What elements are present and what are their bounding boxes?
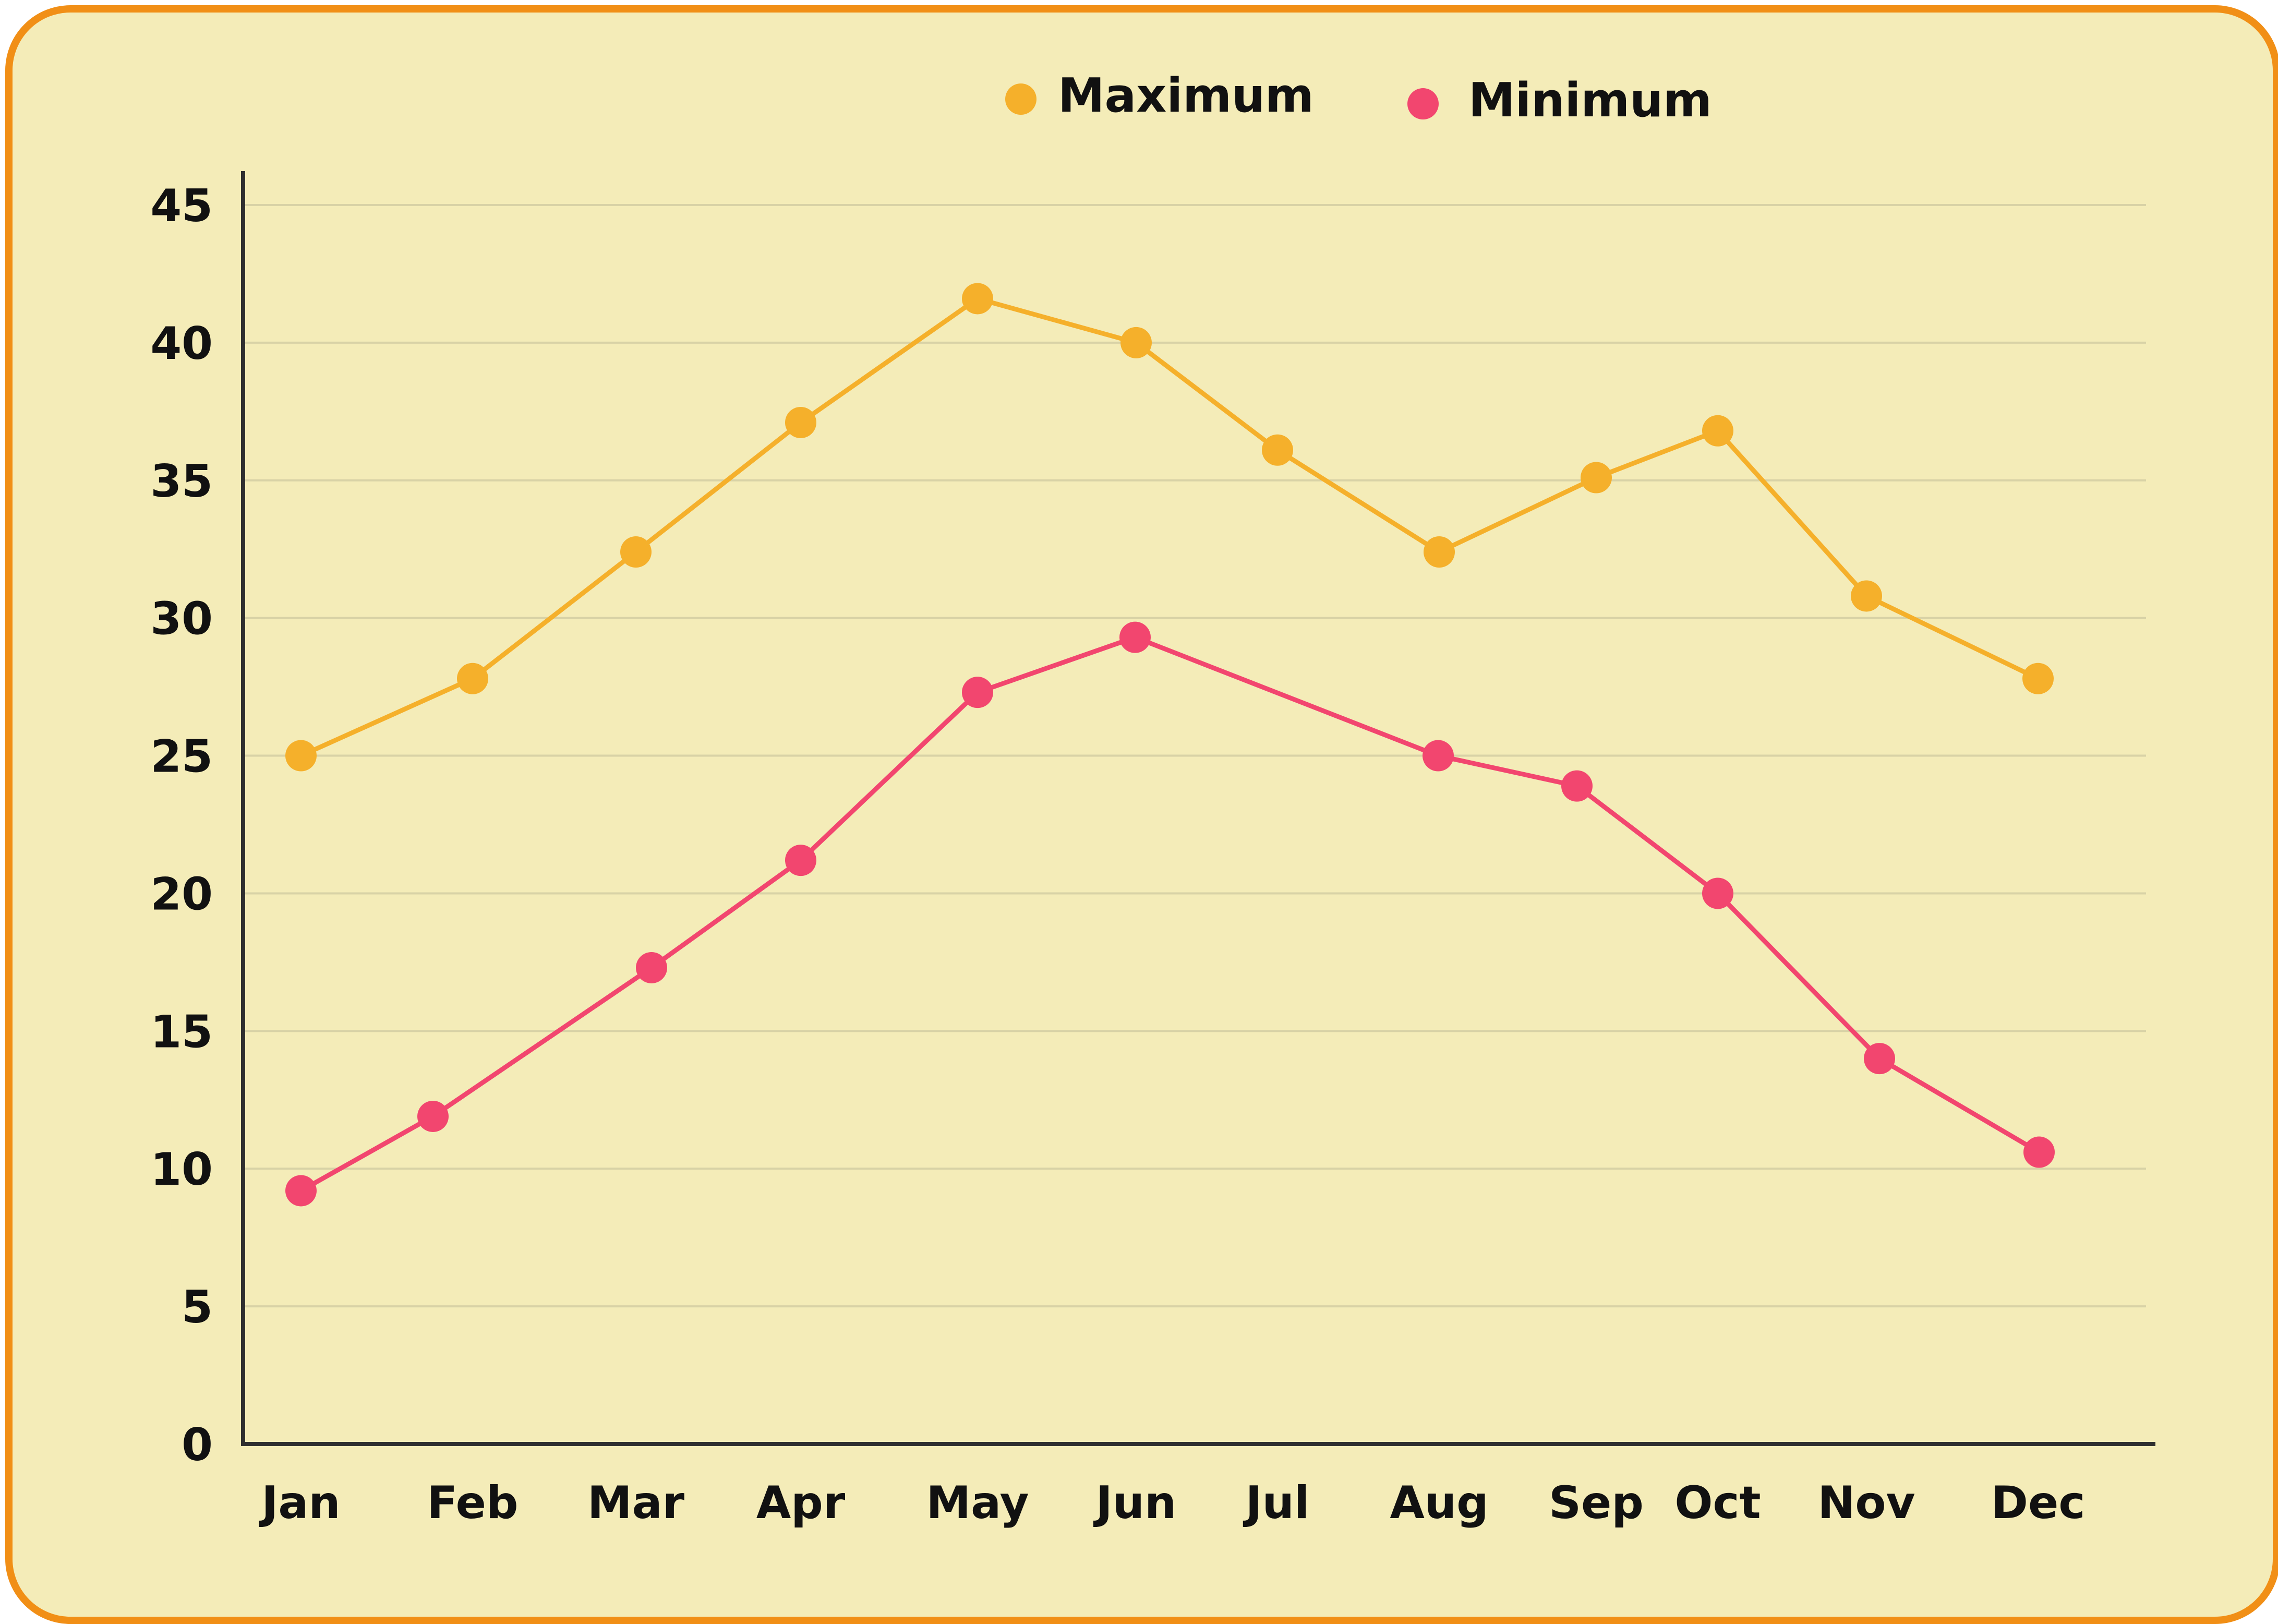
data-point-maximum: [962, 283, 993, 315]
y-tick-label: 35: [150, 455, 213, 508]
data-point-maximum: [285, 740, 317, 772]
data-point-maximum: [1851, 580, 1882, 612]
axes: [241, 171, 2155, 1446]
x-tick-label: Apr: [756, 1477, 846, 1529]
y-tick-label: 15: [150, 1006, 213, 1058]
legend-label-maximum: Maximum: [1058, 68, 1314, 123]
data-point-maximum: [2022, 663, 2054, 694]
data-point-maximum: [457, 663, 488, 694]
data-point-maximum: [1581, 462, 1612, 494]
x-tick-labels: Jan Feb Mar Apr May Jun Jul Aug Sep Oct Nov Dec: [259, 1477, 2085, 1529]
x-tick-label: Feb: [427, 1477, 518, 1529]
x-tick-label: Jan: [259, 1477, 340, 1529]
data-point-minimum: [785, 845, 816, 876]
data-series: [285, 283, 2055, 1207]
data-point-minimum: [2023, 1136, 2055, 1168]
data-point-minimum: [417, 1100, 449, 1132]
legend-marker-maximum: [1005, 83, 1036, 115]
series-line-maximum: [300, 296, 2039, 758]
y-tick-label: 25: [150, 731, 213, 783]
data-point-minimum: [285, 1175, 317, 1207]
x-tick-label: Sep: [1549, 1477, 1644, 1529]
gridlines: [243, 204, 2146, 1308]
data-point-minimum: [1864, 1043, 1895, 1075]
y-tick-label: 30: [150, 593, 213, 645]
x-tick-label: Jun: [1093, 1477, 1176, 1529]
data-point-minimum: [1423, 740, 1454, 772]
data-point-maximum: [1424, 536, 1455, 568]
x-tick-label: Dec: [1991, 1477, 2086, 1529]
x-tick-label: Nov: [1817, 1477, 1915, 1529]
y-tick-labels: 0 5 10 15 20 25 30 35 40 45: [150, 180, 213, 1471]
data-point-minimum: [1119, 621, 1151, 653]
y-tick-label: 10: [150, 1144, 213, 1196]
data-point-maximum: [620, 536, 652, 568]
data-point-minimum: [962, 677, 993, 708]
x-tick-label: May: [926, 1477, 1029, 1529]
y-tick-label: 20: [150, 868, 213, 920]
y-tick-label: 40: [150, 318, 213, 370]
data-point-minimum: [1561, 770, 1593, 802]
y-tick-label: 0: [182, 1419, 213, 1471]
data-point-minimum: [636, 952, 667, 983]
series-line-minimum: [299, 635, 2041, 1193]
legend-marker-minimum: [1407, 88, 1439, 119]
x-tick-label: Jul: [1243, 1477, 1310, 1529]
x-tick-label: Aug: [1390, 1477, 1488, 1529]
y-tick-label: 5: [182, 1281, 213, 1333]
data-point-maximum: [1702, 415, 1733, 447]
data-point-maximum: [1120, 327, 1152, 358]
data-point-maximum: [1262, 434, 1293, 466]
x-tick-label: Mar: [587, 1477, 685, 1529]
data-point-minimum: [1702, 877, 1733, 909]
legend: Maximum Minimum: [1005, 68, 1712, 128]
data-point-maximum: [785, 406, 816, 438]
legend-label-minimum: Minimum: [1468, 73, 1712, 128]
y-tick-label: 45: [150, 180, 213, 232]
x-tick-label: Oct: [1674, 1477, 1761, 1529]
